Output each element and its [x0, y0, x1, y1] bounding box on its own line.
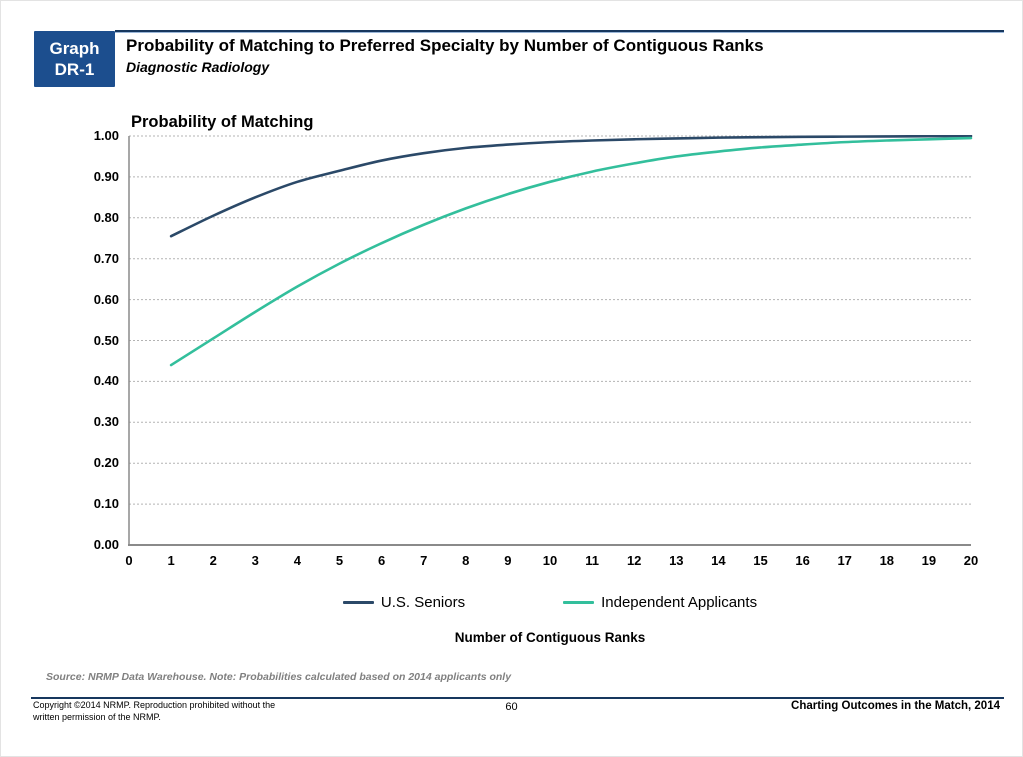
- series-line-independent-applicants: [169, 136, 973, 367]
- x-tick-label: 7: [420, 553, 428, 568]
- y-tick-label: 0.50: [93, 332, 119, 348]
- y-tick-label: 0.80: [93, 209, 119, 225]
- page-subtitle: Diagnostic Radiology: [126, 59, 270, 75]
- y-tick-label: 0.40: [93, 373, 119, 389]
- graph-number-badge: Graph DR-1: [34, 31, 115, 87]
- copyright-notice: Copyright ©2014 NRMP. Reproduction prohi…: [33, 700, 275, 723]
- copyright-line1: Copyright ©2014 NRMP. Reproduction prohi…: [33, 700, 276, 710]
- header: Probability of Matching to Preferred Spe…: [126, 36, 1006, 75]
- page-number: 60: [505, 701, 518, 713]
- y-tick-label: 0.70: [93, 250, 119, 266]
- page-title: Probability of Matching to Preferred Spe…: [126, 36, 764, 55]
- legend-item-independent-applicants: Independent Applicants: [563, 594, 757, 611]
- y-tick-label: 0.10: [93, 496, 119, 512]
- x-tick-label: 6: [377, 553, 386, 568]
- x-tick-label: 2: [209, 553, 217, 568]
- series-line-us-seniors: [169, 135, 973, 238]
- x-axis-title: Number of Contiguous Ranks: [454, 630, 646, 645]
- x-tick-label: 19: [921, 553, 937, 568]
- y-tick-label: 0.30: [93, 414, 119, 430]
- x-tick-label: 3: [251, 553, 259, 568]
- x-tick-label: 16: [795, 553, 810, 568]
- y-tick-label: 1.00: [93, 128, 119, 143]
- x-tick-label: 17: [837, 553, 852, 568]
- independent-applicants-line-swatch: [563, 600, 595, 604]
- x-tick-label: 4: [293, 553, 302, 568]
- chart-legend: U.S. Seniors Independent Applicants: [129, 592, 971, 612]
- x-tick-label: 15: [753, 553, 768, 568]
- x-tick-label: 8: [462, 553, 470, 568]
- x-tick-label: 20: [963, 553, 979, 568]
- x-tick-label: 5: [335, 553, 344, 568]
- y-tick-label: 0.00: [93, 537, 119, 552]
- y-tick-label: 0.60: [93, 291, 119, 307]
- chart-canvas: [128, 135, 973, 546]
- x-tick-label: 11: [585, 553, 599, 568]
- x-tick-label: 13: [669, 553, 684, 568]
- x-tick-label: 0: [125, 553, 133, 568]
- legend-item-us-seniors: U.S. Seniors: [342, 593, 466, 611]
- x-tick-label: 9: [504, 553, 512, 568]
- y-tick-label: 0.20: [93, 455, 119, 471]
- footer-rule: [31, 697, 1004, 699]
- legend-label-us-seniors: U.S. Seniors: [380, 593, 466, 611]
- source-note: Source: NRMP Data Warehouse. Note: Proba…: [46, 671, 512, 683]
- badge-line1: Graph: [49, 38, 100, 58]
- x-tick-label: 18: [879, 553, 895, 568]
- us-seniors-line-swatch: [342, 600, 374, 604]
- x-tick-label: 14: [711, 553, 726, 568]
- chart-title: Probability of Matching: [131, 113, 314, 131]
- publication-title: Charting Outcomes in the Match, 2014: [791, 700, 1000, 712]
- header-rule: [115, 30, 1004, 33]
- x-tick-label: 1: [167, 553, 175, 568]
- x-tick-label: 12: [626, 553, 642, 568]
- badge-line2: DR-1: [54, 60, 95, 79]
- x-tick-label: 10: [542, 553, 558, 568]
- copyright-line2: written permission of the NRMP.: [33, 711, 161, 722]
- y-tick-label: 0.90: [93, 168, 119, 184]
- legend-label-independent-applicants: Independent Applicants: [601, 593, 758, 611]
